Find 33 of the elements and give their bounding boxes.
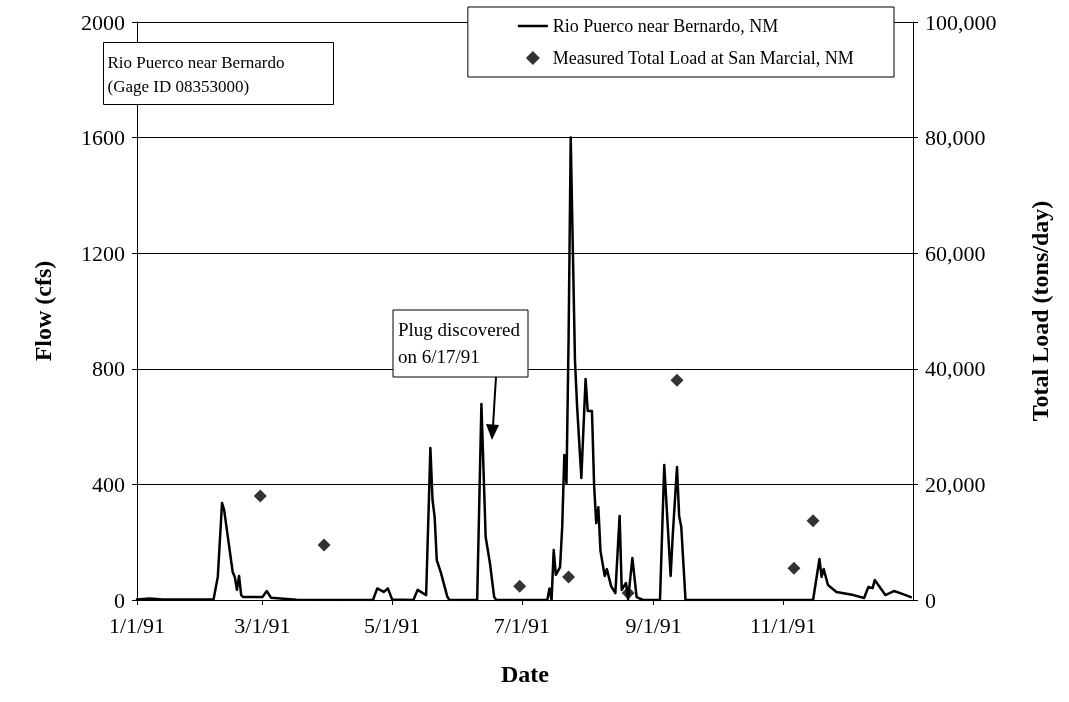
x-tick-label: 11/1/91 (750, 612, 817, 638)
x-tick-label: 5/1/91 (364, 612, 421, 638)
x-tick-label: 7/1/91 (493, 612, 550, 638)
y-tick-label: 400 (92, 471, 125, 497)
x-axis-title: Date (501, 661, 550, 687)
y-tick-label: 1200 (81, 240, 125, 266)
y2-tick-label: 0 (925, 587, 936, 613)
point (253, 489, 267, 503)
y2-tick-label: 80,000 (925, 125, 986, 151)
point (317, 538, 331, 552)
y2-tick-label: 60,000 (925, 240, 986, 266)
y-tick-label: 0 (114, 587, 125, 613)
point (621, 586, 635, 600)
y-tick-label: 2000 (81, 9, 125, 35)
point (513, 579, 527, 593)
point (562, 570, 576, 584)
legend-label: Rio Puerco near Bernardo, NM (552, 16, 779, 36)
x-tick-label: 1/1/91 (108, 612, 166, 638)
x-tick-label: 3/1/91 (234, 612, 291, 638)
y2-tick-label: 100,000 (925, 9, 997, 35)
annotation: Plug discovered on 6/17/91 (398, 319, 521, 367)
y2-tick-label: 40,000 (925, 356, 986, 382)
y-tick-label: 800 (92, 356, 125, 382)
x-tick-label: 9/1/91 (625, 612, 682, 638)
legend-label: Measured Total Load at San Marcial, NM (552, 48, 854, 68)
annotation: Rio Puerco near Bernardo (Gage ID 08353000) (107, 53, 285, 96)
point (787, 561, 801, 575)
point (670, 373, 684, 387)
y-axis-title: Flow (cfs) (30, 260, 56, 362)
y2-tick-label: 20,000 (925, 471, 986, 497)
point (806, 514, 820, 528)
y-tick-label: 1600 (81, 125, 125, 151)
y2-axis-title: Total Load (tons/day) (1027, 200, 1053, 422)
